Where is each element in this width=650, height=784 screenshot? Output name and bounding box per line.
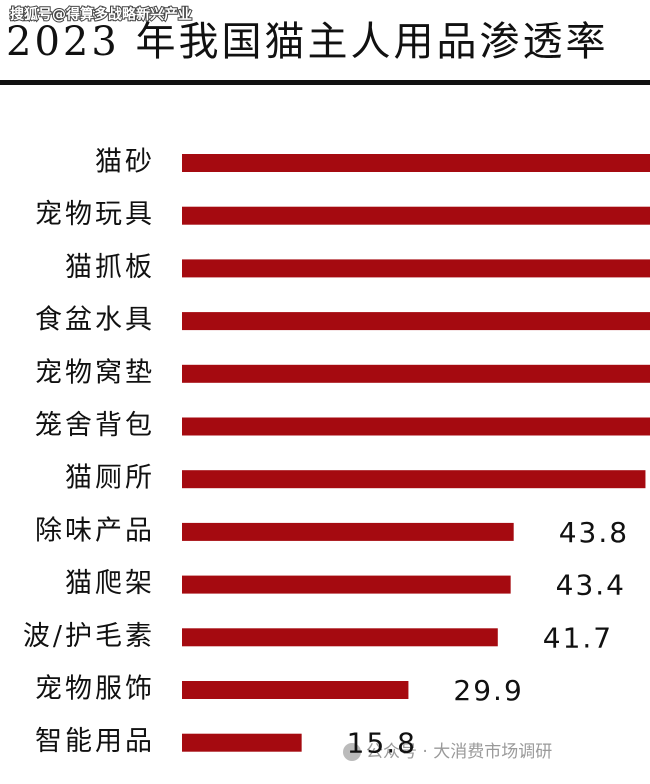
category-label: 猫抓板 <box>65 252 155 283</box>
plot-area <box>182 154 650 752</box>
value-label: 15.8 <box>347 727 417 760</box>
bar <box>182 417 650 436</box>
bar <box>182 312 650 331</box>
bar <box>182 681 409 699</box>
watermark: 公众号 · 大消费市场调研 <box>366 742 552 762</box>
bar <box>182 628 498 647</box>
bar <box>182 364 650 383</box>
category-label: 宠物服饰 <box>35 674 155 705</box>
bar <box>182 733 302 752</box>
value-label: 43.8 <box>559 516 629 549</box>
category-label: 猫厕所 <box>65 463 155 494</box>
bar <box>182 470 646 489</box>
category-label: 智能用品 <box>35 726 155 757</box>
bar <box>182 522 514 541</box>
watermark-icon <box>343 743 361 761</box>
category-label: 猫砂 <box>95 147 155 178</box>
bar <box>182 154 650 172</box>
category-label: 猫爬架 <box>65 568 155 599</box>
category-label: 宠物玩具 <box>35 199 155 230</box>
category-label: 除味产品 <box>35 515 155 546</box>
category-label: 笼舍背包 <box>35 410 155 441</box>
bar <box>182 206 650 225</box>
watermark: 搜狐号@得算多战略新兴产业 <box>10 6 192 23</box>
category-label: 食盆水具 <box>35 305 155 336</box>
value-label: 43.4 <box>556 569 626 602</box>
value-label: 29.9 <box>453 674 523 707</box>
bar <box>182 259 650 278</box>
bar <box>182 575 511 594</box>
value-label: 41.7 <box>543 621 613 654</box>
category-label: 波/护毛素 <box>23 621 155 652</box>
category-label: 宠物窝垫 <box>35 357 155 388</box>
title-rule <box>0 80 650 85</box>
chart-title: 2023 年我国猫主人用品渗透率 <box>6 19 609 65</box>
